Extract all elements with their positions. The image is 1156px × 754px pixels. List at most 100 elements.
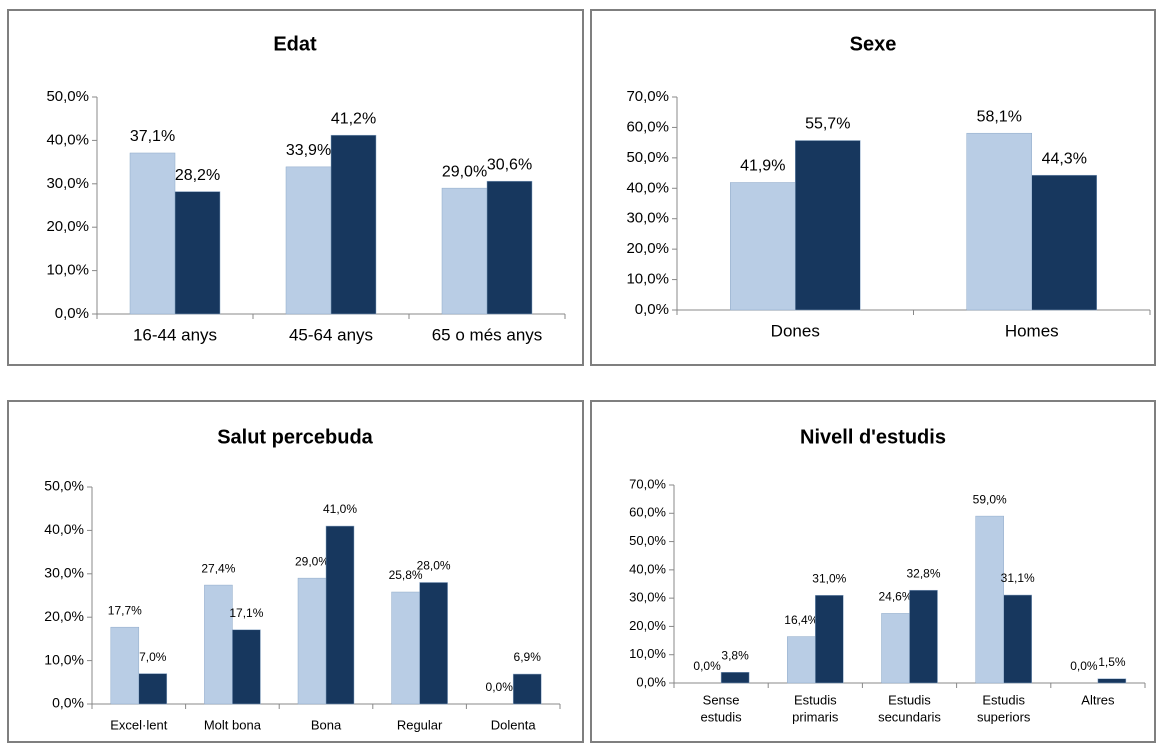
x-tick-label: Altres xyxy=(1081,692,1115,707)
x-tick-label: 45-64 anys xyxy=(289,325,373,344)
y-tick-label: 0,0% xyxy=(636,674,666,689)
data-label: 28,2% xyxy=(175,167,220,184)
bar xyxy=(441,187,488,315)
bar xyxy=(486,180,533,315)
bar xyxy=(110,626,140,705)
data-label: 55,7% xyxy=(805,116,850,133)
bar xyxy=(204,584,233,705)
x-tick-label: 65 o més anys xyxy=(432,325,543,344)
y-tick-label: 0,0% xyxy=(635,301,669,318)
y-tick-label: 30,0% xyxy=(46,175,89,192)
bar xyxy=(285,166,332,315)
bar xyxy=(174,191,221,315)
y-tick-label: 60,0% xyxy=(626,118,669,135)
bar xyxy=(1031,174,1097,311)
bar xyxy=(419,582,448,705)
data-label: 3,8% xyxy=(721,648,749,662)
panel xyxy=(590,400,1156,743)
bar xyxy=(881,613,910,684)
bar xyxy=(966,132,1032,311)
y-tick-label: 20,0% xyxy=(626,240,669,257)
data-label: 17,1% xyxy=(229,606,263,620)
bar xyxy=(129,152,176,315)
data-label: 1,5% xyxy=(1098,655,1126,669)
x-tick-label: Dolenta xyxy=(491,717,537,732)
data-label: 41,9% xyxy=(740,158,785,175)
bar xyxy=(1003,594,1032,684)
x-tick-label: estudis xyxy=(700,709,742,724)
bar xyxy=(730,182,796,311)
data-label: 29,0% xyxy=(442,163,487,180)
chart-title: Salut percebuda xyxy=(217,426,373,448)
data-label: 0,0% xyxy=(1070,659,1098,673)
bar xyxy=(795,140,861,311)
y-tick-label: 30,0% xyxy=(626,210,669,227)
y-tick-label: 10,0% xyxy=(46,262,89,279)
y-tick-label: 50,0% xyxy=(46,88,89,105)
x-tick-label: Molt bona xyxy=(204,717,262,732)
data-label: 7,0% xyxy=(139,650,167,664)
chart-title: Edat xyxy=(273,33,317,55)
x-tick-label: primaris xyxy=(792,709,839,724)
x-tick-label: Estudis xyxy=(982,692,1025,707)
y-tick-label: 20,0% xyxy=(46,218,89,235)
data-label: 30,6% xyxy=(487,156,532,173)
y-tick-label: 30,0% xyxy=(629,590,666,605)
x-tick-label: Estudis xyxy=(888,692,931,707)
panel xyxy=(7,400,584,743)
data-label: 33,9% xyxy=(286,142,331,159)
x-tick-label: 16-44 anys xyxy=(133,325,217,344)
data-label: 31,0% xyxy=(812,571,846,585)
y-tick-label: 20,0% xyxy=(629,618,666,633)
y-tick-label: 50,0% xyxy=(629,533,666,548)
y-tick-label: 40,0% xyxy=(626,179,669,196)
y-tick-label: 40,0% xyxy=(46,131,89,148)
data-label: 25,8% xyxy=(389,568,423,582)
y-tick-label: 40,0% xyxy=(44,521,84,537)
data-label: 41,0% xyxy=(323,502,357,516)
data-label: 58,1% xyxy=(977,108,1022,125)
bar xyxy=(232,629,261,705)
y-tick-label: 40,0% xyxy=(629,561,666,576)
bar xyxy=(720,672,750,684)
y-tick-label: 20,0% xyxy=(44,608,84,624)
data-label: 41,2% xyxy=(331,110,376,127)
x-tick-label: Bona xyxy=(311,717,342,732)
bar xyxy=(909,589,938,684)
x-tick-label: secundaris xyxy=(878,709,941,724)
data-label: 27,4% xyxy=(201,561,235,575)
data-label: 16,4% xyxy=(784,613,818,627)
bar xyxy=(391,591,420,705)
data-label: 59,0% xyxy=(973,492,1007,506)
x-tick-label: superiors xyxy=(977,709,1031,724)
chart-title: Nivell d'estudis xyxy=(800,426,946,448)
bar xyxy=(330,134,377,315)
y-tick-label: 70,0% xyxy=(626,88,669,105)
y-tick-label: 50,0% xyxy=(44,478,84,494)
data-label: 0,0% xyxy=(693,659,721,673)
x-tick-label: Excel·lent xyxy=(110,717,167,732)
x-tick-label: Homes xyxy=(1005,321,1059,340)
bar xyxy=(325,525,355,705)
data-label: 0,0% xyxy=(486,680,514,694)
y-tick-label: 10,0% xyxy=(626,271,669,288)
y-tick-label: 0,0% xyxy=(52,695,84,711)
data-label: 24,6% xyxy=(878,590,912,604)
bar xyxy=(297,577,327,705)
y-tick-label: 30,0% xyxy=(44,565,84,581)
y-tick-label: 10,0% xyxy=(44,651,84,667)
x-tick-label: Sense xyxy=(703,692,740,707)
data-label: 17,7% xyxy=(108,603,142,617)
y-tick-label: 60,0% xyxy=(629,505,666,520)
y-tick-label: 70,0% xyxy=(629,476,666,491)
data-label: 44,3% xyxy=(1042,150,1087,167)
data-label: 31,1% xyxy=(1001,571,1035,585)
x-tick-label: Dones xyxy=(771,321,820,340)
bar xyxy=(787,636,816,684)
data-label: 37,1% xyxy=(130,128,175,145)
bar xyxy=(975,515,1004,684)
chart-title: Sexe xyxy=(850,33,897,55)
data-label: 29,0% xyxy=(295,554,329,568)
data-label: 6,9% xyxy=(514,650,542,664)
